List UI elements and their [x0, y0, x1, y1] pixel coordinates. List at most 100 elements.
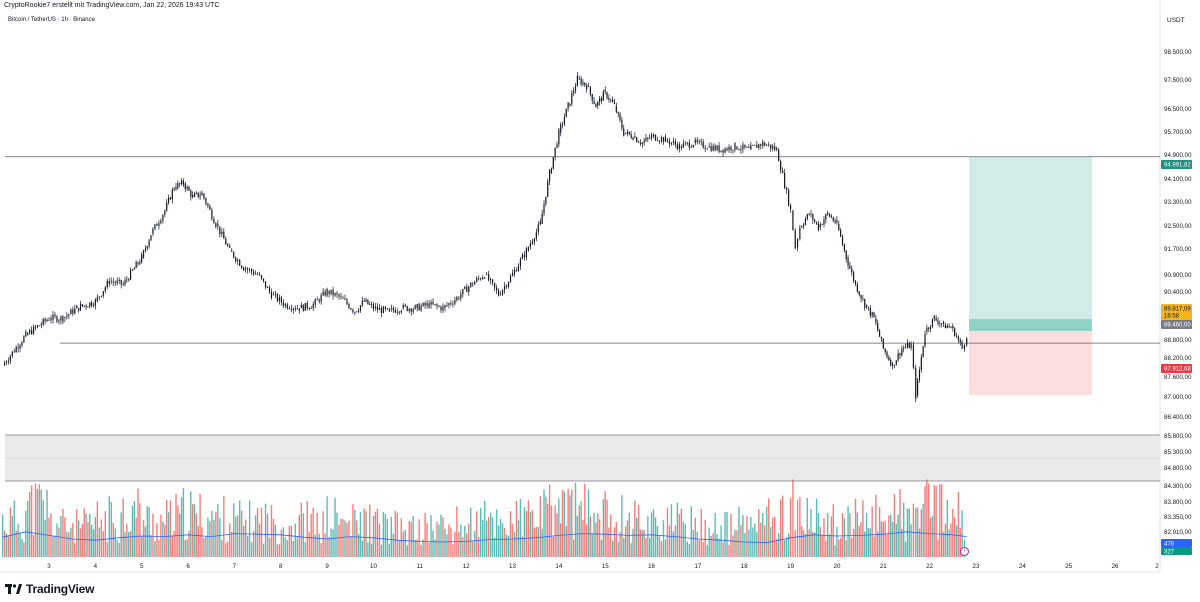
price-tick-label: 84.300,00 [1164, 483, 1192, 490]
price-axis-currency[interactable]: USDT [1167, 17, 1185, 24]
candle-body [164, 210, 166, 215]
volume-bar [62, 508, 64, 557]
price-tick-label: 90.400,00 [1164, 289, 1192, 296]
candle-body [664, 136, 667, 142]
candle-body [354, 311, 356, 313]
candle-body [815, 221, 818, 224]
volume-bar [744, 533, 746, 557]
candle-body [173, 188, 175, 190]
volume-bar [950, 523, 952, 557]
volume-bar [641, 530, 643, 557]
volume-bar [235, 516, 237, 557]
price-tick-label: 83.800,00 [1164, 499, 1192, 506]
time-tick-label: 3 [47, 563, 51, 570]
candle-body [708, 146, 710, 147]
volume-bar [108, 496, 110, 557]
volume-bar [98, 527, 101, 557]
volume-bar [931, 515, 934, 557]
volume-bar [242, 525, 245, 557]
candle-body [361, 300, 363, 306]
volume-bar [258, 524, 261, 557]
long-position-tool[interactable] [969, 156, 1092, 396]
volume-bar [632, 528, 634, 557]
candle-body [298, 308, 300, 311]
candle-body [662, 137, 665, 142]
volume-bar [396, 512, 398, 557]
horizontal-lines[interactable] [5, 156, 1160, 344]
candle-body [44, 319, 46, 322]
volume-bar [434, 539, 436, 557]
candle-body [509, 276, 512, 283]
candle-body [81, 304, 83, 307]
volume-bar [760, 522, 762, 557]
volume-bar [836, 526, 838, 557]
volume-bar [636, 517, 638, 557]
volume-bar [910, 524, 912, 557]
candle-body [40, 324, 42, 326]
candle-body [380, 307, 382, 313]
candle-body [408, 308, 410, 311]
candle-body [223, 231, 225, 239]
volume-bar [237, 515, 239, 557]
volume-bar [223, 495, 225, 557]
volume-bar [7, 535, 10, 557]
volume-bar [456, 506, 458, 557]
volume-bar [754, 523, 756, 557]
candle-body [854, 280, 857, 284]
candle-body [175, 186, 177, 189]
volume-bar [606, 499, 608, 557]
volume-bar [112, 522, 114, 557]
volume-bar [672, 531, 675, 557]
volume-value-tag [1161, 547, 1192, 555]
volume-bar [246, 536, 249, 557]
volume-bar [561, 489, 564, 557]
candle-body [832, 217, 834, 221]
volume-bar [802, 530, 805, 557]
candle-body [219, 226, 221, 235]
symbol-title[interactable]: Bitcoin / TetherUS · 1h · Binance [8, 17, 95, 23]
volume-bar [308, 532, 310, 557]
volume-bar [812, 531, 814, 557]
candle-body [501, 289, 504, 295]
candle-body [418, 304, 420, 311]
volume-bar [882, 521, 884, 557]
candle-body [420, 306, 422, 311]
candle-body [871, 312, 873, 316]
candle-body [96, 296, 98, 302]
candle-body [48, 319, 50, 321]
volume-bar [378, 523, 381, 557]
volume-bar [260, 507, 263, 557]
candle-body [102, 291, 104, 296]
candle-body [684, 142, 686, 144]
candle-body [724, 148, 726, 153]
candle-body [462, 288, 464, 295]
volume-bar [414, 539, 416, 557]
volume-bar [895, 523, 897, 557]
time-axis-labels[interactable]: 3 4 5 6 7 8 9 10 11 12 13 14 15 16 17 18 19 20 21 22 23 24 25 2… [47, 563, 1159, 570]
volume-bar [567, 488, 569, 557]
price-axis-labels[interactable]: 98.500,00 97.500,00 96.500,00 95.700,00 94.9… [1164, 49, 1192, 551]
candle-body [821, 224, 823, 226]
volume-bar [656, 525, 659, 557]
volume-bar [815, 498, 818, 557]
volume-bar [199, 493, 201, 557]
candle-body [158, 223, 160, 226]
volume-bar [77, 520, 80, 557]
candle-body [94, 299, 96, 306]
volume-bar [864, 531, 866, 557]
volume-bar [832, 504, 834, 557]
candle-body [156, 224, 158, 226]
volume-bar [884, 520, 886, 557]
candle-body [595, 103, 597, 108]
candle-body [83, 305, 85, 307]
volume-bar [955, 525, 958, 557]
scroll-to-realtime-button[interactable]: › [960, 547, 969, 556]
volume-bar [68, 532, 70, 557]
candle-body [270, 291, 273, 299]
candle-body [286, 304, 288, 309]
volume-bar [17, 523, 19, 557]
volume-bar [742, 515, 744, 557]
volume-bar [948, 529, 950, 557]
volume-bar [626, 520, 629, 557]
